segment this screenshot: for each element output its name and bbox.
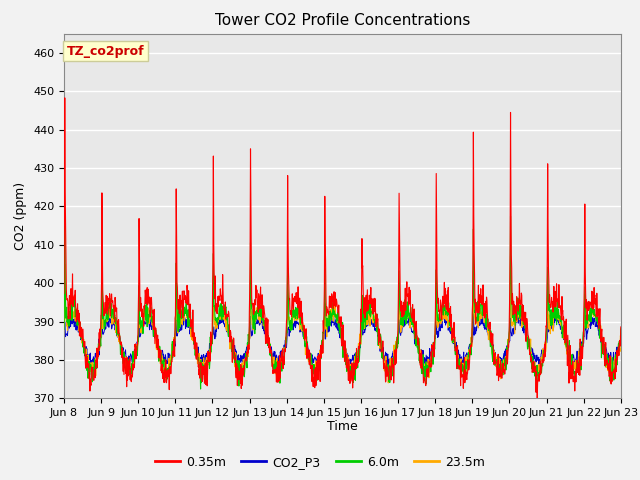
Y-axis label: CO2 (ppm): CO2 (ppm) (15, 182, 28, 250)
Title: Tower CO2 Profile Concentrations: Tower CO2 Profile Concentrations (214, 13, 470, 28)
Text: TZ_co2prof: TZ_co2prof (67, 45, 145, 58)
Legend: 0.35m, CO2_P3, 6.0m, 23.5m: 0.35m, CO2_P3, 6.0m, 23.5m (150, 451, 490, 474)
X-axis label: Time: Time (327, 420, 358, 432)
